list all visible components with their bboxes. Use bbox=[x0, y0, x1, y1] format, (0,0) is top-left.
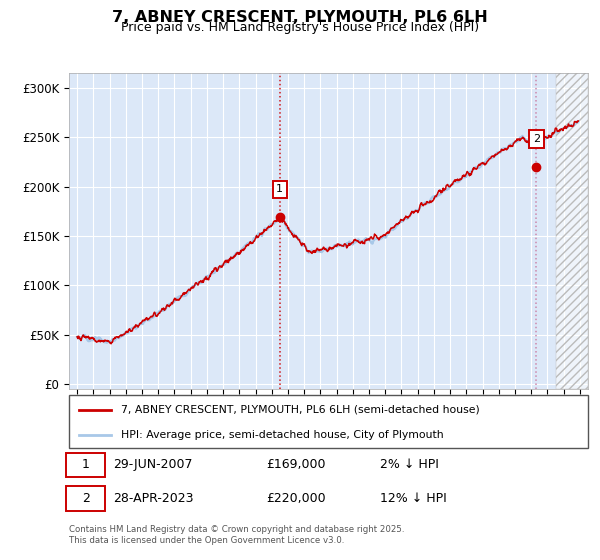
Text: Price paid vs. HM Land Registry's House Price Index (HPI): Price paid vs. HM Land Registry's House … bbox=[121, 21, 479, 34]
Text: £169,000: £169,000 bbox=[266, 459, 326, 472]
Text: 7, ABNEY CRESCENT, PLYMOUTH, PL6 6LH: 7, ABNEY CRESCENT, PLYMOUTH, PL6 6LH bbox=[112, 10, 488, 25]
Text: £220,000: £220,000 bbox=[266, 492, 326, 505]
Text: 12% ↓ HPI: 12% ↓ HPI bbox=[380, 492, 447, 505]
FancyBboxPatch shape bbox=[69, 395, 588, 448]
FancyBboxPatch shape bbox=[67, 486, 106, 511]
Text: 2: 2 bbox=[82, 492, 90, 505]
FancyBboxPatch shape bbox=[67, 452, 106, 477]
Text: Contains HM Land Registry data © Crown copyright and database right 2025.
This d: Contains HM Land Registry data © Crown c… bbox=[69, 525, 404, 545]
Text: 29-JUN-2007: 29-JUN-2007 bbox=[113, 459, 193, 472]
Text: 1: 1 bbox=[82, 459, 90, 472]
Text: 7, ABNEY CRESCENT, PLYMOUTH, PL6 6LH (semi-detached house): 7, ABNEY CRESCENT, PLYMOUTH, PL6 6LH (se… bbox=[121, 405, 479, 415]
Text: 2: 2 bbox=[533, 134, 540, 144]
Text: 28-APR-2023: 28-APR-2023 bbox=[113, 492, 194, 505]
Text: HPI: Average price, semi-detached house, City of Plymouth: HPI: Average price, semi-detached house,… bbox=[121, 430, 443, 440]
Text: 1: 1 bbox=[276, 184, 283, 194]
Text: 2% ↓ HPI: 2% ↓ HPI bbox=[380, 459, 439, 472]
